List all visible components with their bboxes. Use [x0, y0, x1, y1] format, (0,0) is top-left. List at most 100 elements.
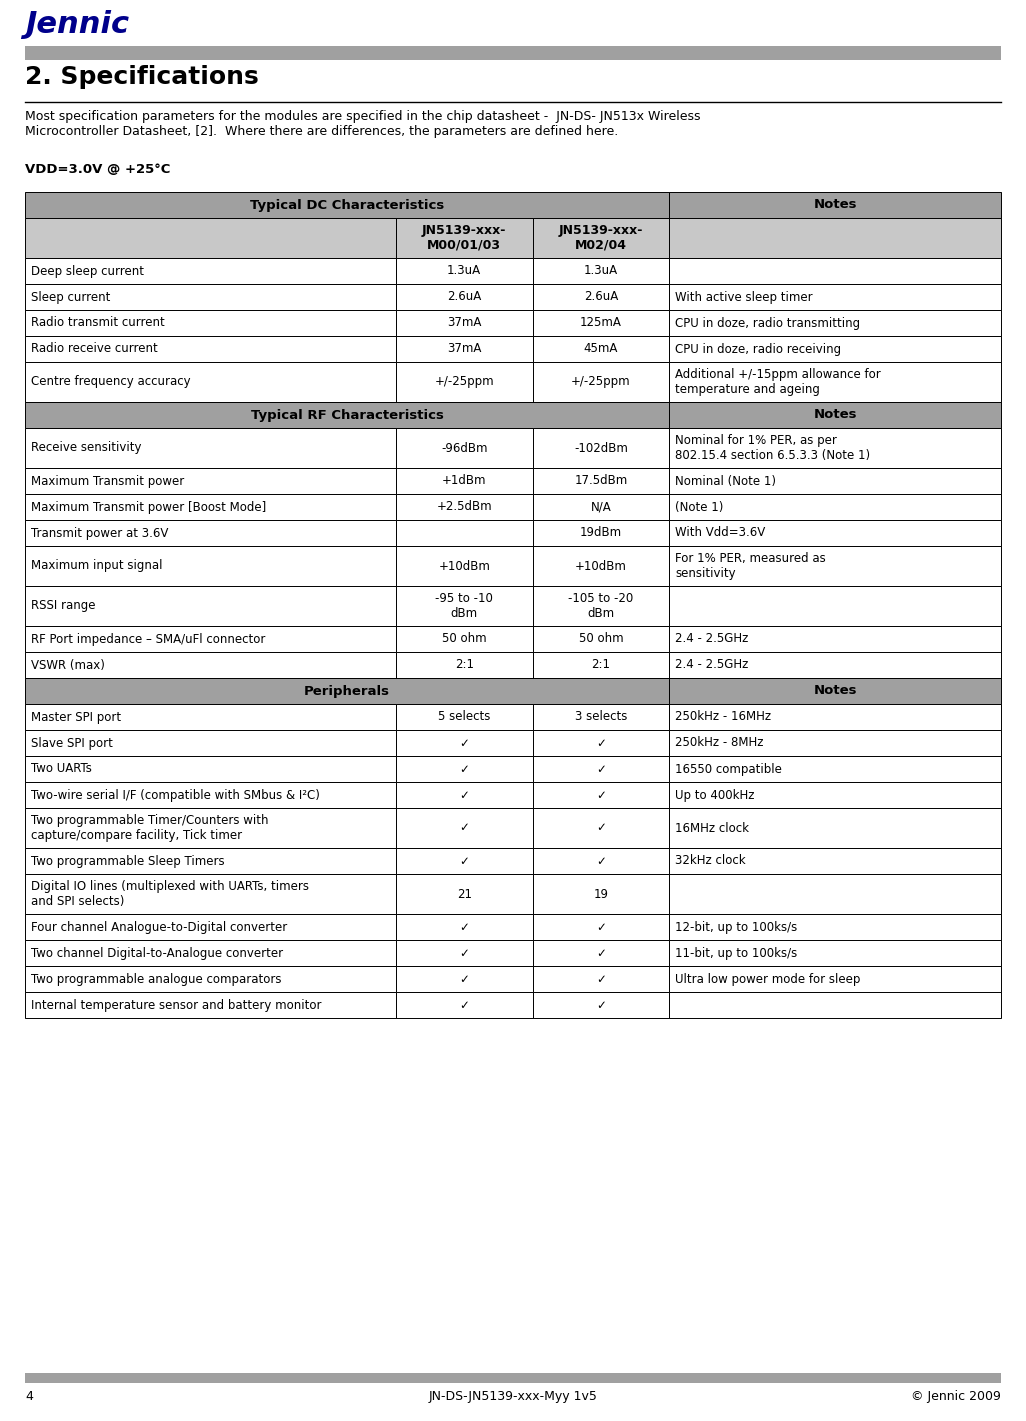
Text: 32kHz clock: 32kHz clock	[675, 854, 746, 867]
Bar	[669, 966, 1001, 992]
Bar	[532, 941, 669, 966]
Bar	[532, 428, 669, 468]
Bar	[396, 730, 532, 756]
Bar	[25, 520, 396, 546]
Bar	[396, 284, 532, 310]
Text: 37mA: 37mA	[447, 342, 481, 355]
Bar	[532, 966, 669, 992]
Bar	[25, 678, 669, 703]
Text: Maximum input signal: Maximum input signal	[31, 560, 162, 573]
Bar	[25, 941, 396, 966]
Text: -96dBm: -96dBm	[441, 442, 487, 455]
Text: Two programmable Timer/Counters with
capture/compare facility, Tick timer: Two programmable Timer/Counters with cap…	[31, 814, 269, 843]
Bar	[396, 468, 532, 495]
Text: Maximum Transmit power: Maximum Transmit power	[31, 475, 185, 487]
Text: For 1% PER, measured as
sensitivity: For 1% PER, measured as sensitivity	[675, 551, 826, 580]
Bar	[669, 992, 1001, 1017]
Text: 2:1: 2:1	[455, 658, 474, 672]
Text: VDD=3.0V @ +25°C: VDD=3.0V @ +25°C	[25, 163, 170, 176]
Bar	[396, 495, 532, 520]
Bar	[396, 585, 532, 627]
Bar	[25, 756, 396, 782]
Bar	[532, 362, 669, 402]
Text: Nominal for 1% PER, as per
802.15.4 section 6.5.3.3 (Note 1): Nominal for 1% PER, as per 802.15.4 sect…	[675, 433, 870, 462]
Bar	[669, 678, 1001, 703]
Text: RSSI range: RSSI range	[31, 600, 95, 612]
Text: +10dBm: +10dBm	[575, 560, 627, 573]
Bar	[532, 703, 669, 730]
Bar	[669, 627, 1001, 652]
Bar	[532, 520, 669, 546]
Bar	[532, 310, 669, 335]
Text: 19: 19	[593, 888, 608, 901]
Text: -95 to -10
dBm: -95 to -10 dBm	[435, 593, 494, 620]
Text: -105 to -20
dBm: -105 to -20 dBm	[568, 593, 633, 620]
Bar	[669, 468, 1001, 495]
Text: Two UARTs: Two UARTs	[31, 763, 92, 776]
Text: Two programmable Sleep Timers: Two programmable Sleep Timers	[31, 854, 225, 867]
Text: -102dBm: -102dBm	[574, 442, 628, 455]
Text: 50 ohm: 50 ohm	[579, 632, 623, 645]
Bar	[25, 546, 396, 585]
Text: With Vdd=3.6V: With Vdd=3.6V	[675, 527, 765, 540]
Bar	[25, 652, 396, 678]
Text: Two channel Digital-to-Analogue converter: Two channel Digital-to-Analogue converte…	[31, 946, 283, 959]
Bar	[669, 848, 1001, 874]
Text: ✓: ✓	[596, 736, 605, 749]
Text: ✓: ✓	[460, 972, 469, 986]
Bar	[25, 848, 396, 874]
Bar	[669, 192, 1001, 217]
Text: ✓: ✓	[596, 999, 605, 1012]
Bar	[532, 782, 669, 809]
Text: ✓: ✓	[460, 789, 469, 801]
Bar	[396, 362, 532, 402]
Bar	[25, 310, 396, 335]
Text: 2:1: 2:1	[591, 658, 610, 672]
Bar	[532, 259, 669, 284]
Bar	[396, 992, 532, 1017]
Text: +/-25ppm: +/-25ppm	[571, 375, 631, 388]
Bar	[25, 362, 396, 402]
Bar	[396, 756, 532, 782]
Text: 12-bit, up to 100ks/s: 12-bit, up to 100ks/s	[675, 921, 797, 934]
Bar	[25, 468, 396, 495]
Text: 37mA: 37mA	[447, 317, 481, 330]
Bar	[669, 284, 1001, 310]
Bar	[532, 468, 669, 495]
Text: 17.5dBm: 17.5dBm	[575, 475, 628, 487]
Bar	[396, 335, 532, 362]
Text: Ultra low power mode for sleep: Ultra low power mode for sleep	[675, 972, 861, 986]
Bar	[25, 730, 396, 756]
Text: 250kHz - 8MHz: 250kHz - 8MHz	[675, 736, 763, 749]
Text: (Note 1): (Note 1)	[675, 500, 723, 513]
Text: JN5139-xxx-
M02/04: JN5139-xxx- M02/04	[558, 225, 643, 252]
Bar	[669, 335, 1001, 362]
Text: 21: 21	[457, 888, 472, 901]
Text: Radio transmit current: Radio transmit current	[31, 317, 165, 330]
Bar	[396, 627, 532, 652]
Bar	[669, 809, 1001, 848]
Bar	[25, 809, 396, 848]
Bar	[396, 310, 532, 335]
Bar	[396, 428, 532, 468]
Text: 2.6uA: 2.6uA	[584, 290, 618, 304]
Text: Transmit power at 3.6V: Transmit power at 3.6V	[31, 527, 168, 540]
Bar	[532, 335, 669, 362]
Bar	[669, 756, 1001, 782]
Bar	[532, 585, 669, 627]
Text: Centre frequency accuracy: Centre frequency accuracy	[31, 375, 191, 388]
Text: Receive sensitivity: Receive sensitivity	[31, 442, 142, 455]
Text: CPU in doze, radio transmitting: CPU in doze, radio transmitting	[675, 317, 860, 330]
Bar	[25, 335, 396, 362]
Text: 16550 compatible: 16550 compatible	[675, 763, 782, 776]
Bar	[669, 652, 1001, 678]
Text: ✓: ✓	[460, 763, 469, 776]
Bar	[532, 914, 669, 941]
Text: ✓: ✓	[460, 854, 469, 867]
Bar	[669, 703, 1001, 730]
Text: RF Port impedance – SMA/uFl connector: RF Port impedance – SMA/uFl connector	[31, 632, 266, 645]
Text: 16MHz clock: 16MHz clock	[675, 821, 749, 834]
Text: ✓: ✓	[596, 821, 605, 834]
Text: 2. Specifications: 2. Specifications	[25, 65, 259, 90]
Bar	[532, 848, 669, 874]
